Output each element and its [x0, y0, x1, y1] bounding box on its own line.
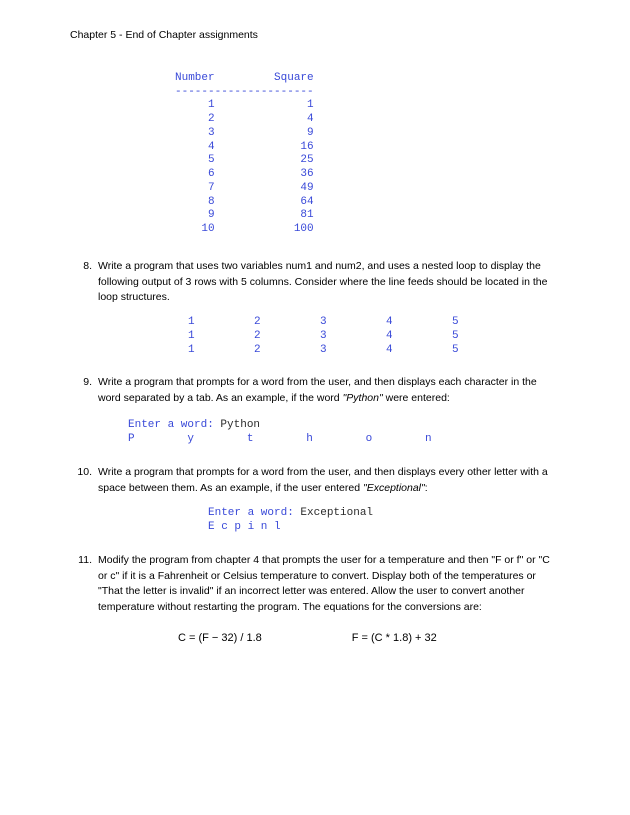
- prompt-output: Enter a word: Python P y t h o n: [128, 417, 560, 447]
- page-header: Chapter 5 - End of Chapter assignments: [70, 28, 560, 44]
- char-output: E c p i n l: [208, 521, 560, 535]
- prompt-label: Enter a word:: [208, 507, 300, 519]
- italic-word: "Python": [343, 392, 383, 404]
- italic-word: "Exceptional": [363, 482, 425, 494]
- question-11: 11. Modify the program from chapter 4 th…: [70, 553, 560, 647]
- equation-2: F = (C * 1.8) + 32: [352, 630, 437, 647]
- question-text-suffix: :: [425, 482, 428, 494]
- question-10: 10. Write a program that prompts for a w…: [70, 465, 560, 539]
- prompt-label: Enter a word:: [128, 419, 220, 431]
- equations: C = (F − 32) / 1.8 F = (C * 1.8) + 32: [98, 630, 560, 647]
- prompt-input: Python: [220, 419, 260, 431]
- question-text: Write a program that prompts for a word …: [98, 376, 537, 404]
- prompt-output: Enter a word: Exceptional E c p i n l: [208, 505, 560, 535]
- squares-table: Number Square --------------------- 1 1 …: [175, 72, 560, 237]
- equation-1: C = (F − 32) / 1.8: [178, 630, 262, 647]
- char-output: P y t h o n: [128, 433, 560, 447]
- question-text: Write a program that uses two variables …: [98, 260, 547, 304]
- question-number: 9.: [70, 375, 98, 451]
- question-9: 9. Write a program that prompts for a wo…: [70, 375, 560, 451]
- question-number: 11.: [70, 553, 98, 647]
- question-text: Modify the program from chapter 4 that p…: [98, 554, 550, 613]
- grid-output: 1 2 3 4 5 1 2 3 4 5 1 2 3 4 5: [188, 316, 560, 357]
- question-number: 8.: [70, 259, 98, 362]
- question-text-suffix: were entered:: [383, 392, 450, 404]
- question-number: 10.: [70, 465, 98, 539]
- question-8: 8. Write a program that uses two variabl…: [70, 259, 560, 362]
- question-text: Write a program that prompts for a word …: [98, 466, 548, 494]
- prompt-input: Exceptional: [300, 507, 373, 519]
